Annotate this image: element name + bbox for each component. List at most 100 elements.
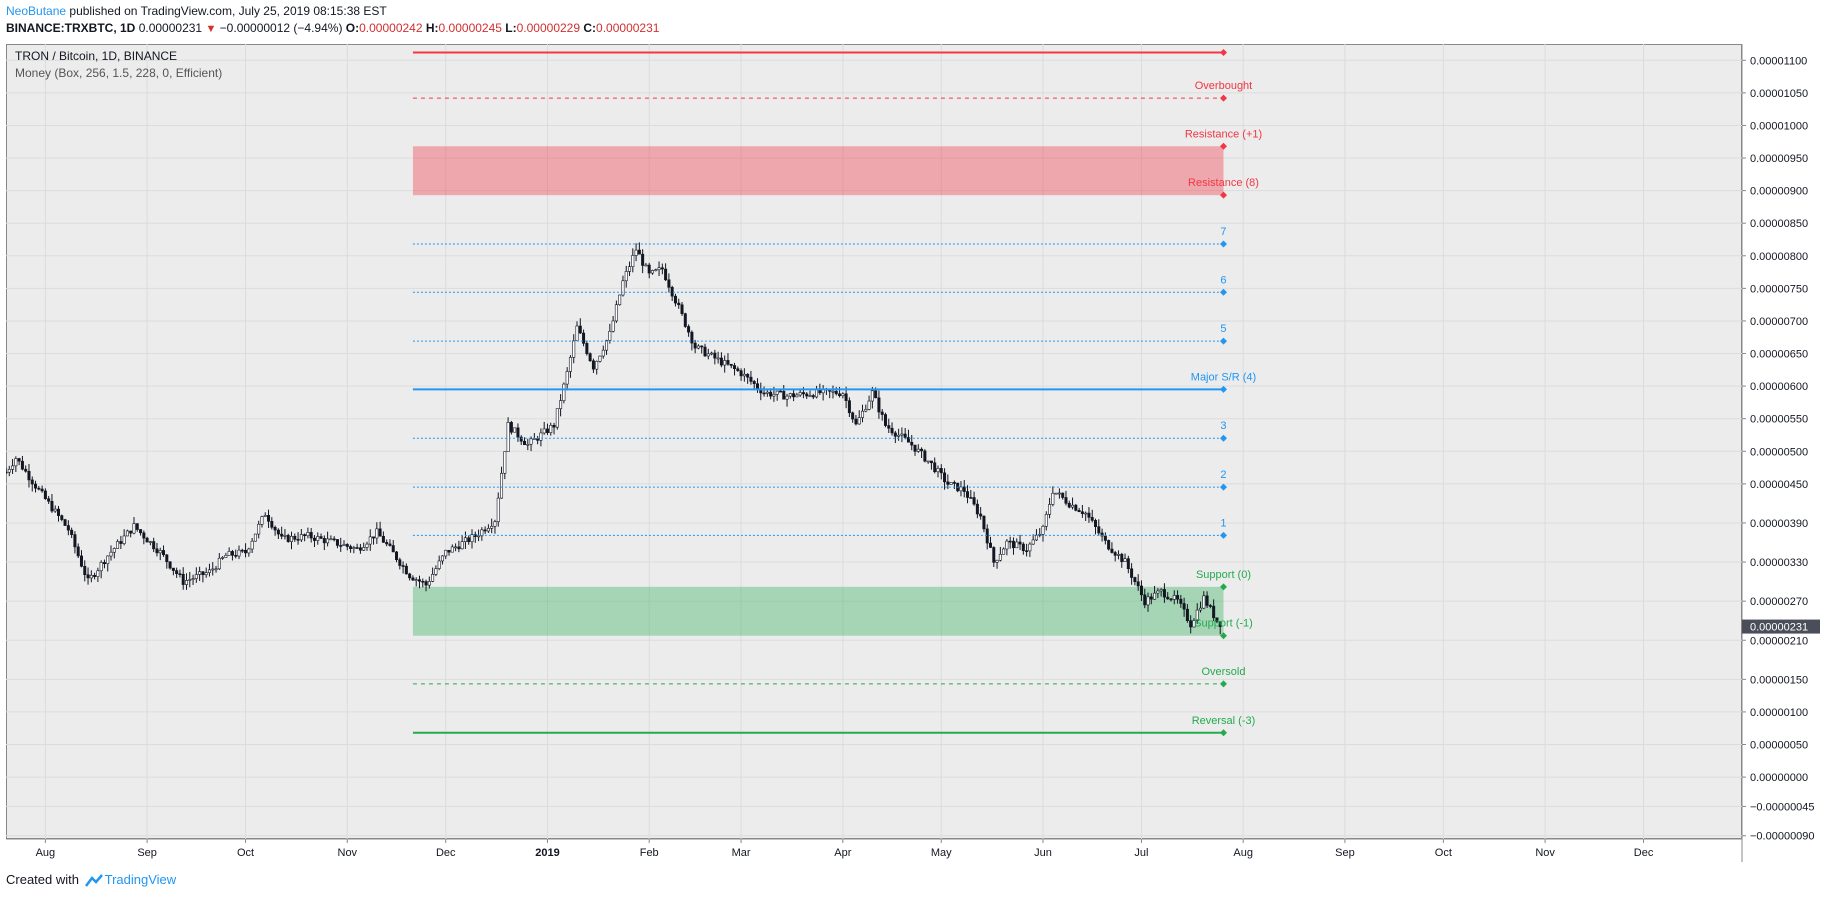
time-tick-label: Dec: [436, 847, 456, 859]
candle-body: [463, 537, 467, 542]
candle-body: [1094, 520, 1098, 527]
author-link[interactable]: NeoButane: [6, 4, 67, 18]
level-anchor-icon[interactable]: [1219, 632, 1227, 640]
candle-body: [536, 438, 540, 441]
candle-body: [355, 547, 359, 549]
candle-body: [667, 279, 671, 288]
candle-body: [89, 575, 93, 579]
candle-body: [1031, 539, 1035, 545]
level-anchor-icon[interactable]: [1219, 483, 1227, 491]
price-tick-label: −0.00000090: [1750, 831, 1815, 843]
time-tick-label: Jul: [1134, 847, 1148, 859]
tradingview-link[interactable]: TradingView: [104, 872, 177, 887]
price-tick-label: 0.00000550: [1750, 414, 1808, 426]
candle-body: [106, 555, 110, 565]
candle-body: [696, 345, 700, 349]
candle-body: [221, 557, 225, 559]
time-tick-label: Sep: [137, 847, 157, 859]
candle-body: [395, 551, 399, 561]
plot-area[interactable]: [6, 44, 1742, 839]
close-label: C:: [583, 21, 597, 35]
candle-body: [1166, 596, 1170, 600]
price-tick-label: 0.00000150: [1750, 674, 1808, 686]
level-anchor-icon[interactable]: [1219, 531, 1227, 539]
level-anchor-icon[interactable]: [1219, 288, 1227, 296]
level-label: Support (-1): [1194, 618, 1253, 630]
level-label: 6: [1220, 274, 1226, 286]
candle-body: [962, 486, 966, 492]
candle-body: [585, 343, 589, 354]
candle-body: [1051, 492, 1055, 505]
candle-body: [125, 530, 129, 537]
price-tick-label: 0.00000050: [1750, 740, 1808, 752]
candle-body: [224, 555, 228, 558]
candle-body: [1189, 620, 1193, 628]
candle-body: [63, 519, 67, 526]
candle-body: [440, 555, 444, 562]
candle-body: [601, 349, 605, 357]
ohlc-header: BINANCE:TRXBTC, 1D 0.00000231 ▼ −0.00000…: [6, 21, 659, 35]
price-chart[interactable]: Overbought Resistance (+1) Resistance (8) 7…: [6, 44, 1822, 862]
candle-body: [838, 393, 842, 397]
candle-body: [66, 525, 70, 531]
time-tick-label: May: [931, 847, 952, 859]
price-tick-label: 0.00000210: [1750, 635, 1808, 647]
candle-body: [614, 304, 618, 322]
candle-body: [14, 458, 18, 467]
level-anchor-icon[interactable]: [1219, 680, 1227, 688]
price-tick-label: 0.00000270: [1750, 596, 1808, 608]
candle-body: [372, 536, 376, 539]
level-anchor-icon[interactable]: [1219, 583, 1227, 591]
candle-body: [73, 534, 77, 548]
candle-body: [831, 390, 835, 393]
candle-body: [595, 360, 599, 370]
candle-body: [306, 532, 310, 537]
level-anchor-icon[interactable]: [1219, 142, 1227, 150]
candle-body: [329, 538, 333, 541]
candle-body: [762, 392, 766, 395]
price-tick-label: 0.00000800: [1750, 251, 1808, 263]
candle-body: [529, 438, 533, 445]
candle-body: [1011, 540, 1015, 549]
candle-body: [1103, 535, 1107, 541]
candle-body: [834, 390, 838, 395]
candle-body: [634, 249, 638, 256]
time-tick-label: 2019: [535, 847, 559, 859]
level-anchor-icon[interactable]: [1219, 385, 1227, 393]
level-anchor-icon[interactable]: [1219, 240, 1227, 248]
price-tick-label: 0.00000450: [1750, 479, 1808, 491]
candle-body: [988, 542, 992, 548]
time-axis[interactable]: Aug Sep Oct Nov Dec 2019 Feb Mar Apr May Jun Jul Aug…: [36, 839, 1654, 859]
candle-body: [1208, 605, 1212, 607]
candle-body: [368, 536, 372, 545]
level-anchor-icon[interactable]: [1219, 434, 1227, 442]
candle-body: [568, 357, 572, 372]
candle-body: [43, 490, 47, 499]
candle-body: [1054, 492, 1058, 495]
candle-body: [519, 436, 523, 442]
level-anchor-icon[interactable]: [1219, 337, 1227, 345]
candle-body: [1038, 533, 1042, 536]
level-anchor-icon[interactable]: [1219, 729, 1227, 737]
candle-body: [240, 549, 244, 552]
candle-body: [805, 393, 809, 397]
price-tick-label: 0.00001050: [1750, 88, 1808, 100]
price-tick-label: 0.00000600: [1750, 381, 1808, 393]
level-anchor-icon[interactable]: [1219, 94, 1227, 102]
level-anchor-icon[interactable]: [1219, 191, 1227, 199]
candle-body: [729, 363, 733, 366]
candle-body: [591, 360, 595, 370]
candle-body: [401, 565, 405, 567]
candle-body: [86, 574, 90, 579]
candle-body: [664, 268, 668, 281]
candle-body: [1100, 532, 1104, 537]
candle-body: [920, 448, 924, 452]
price-axis[interactable]: 0.00001100 0.00001050 0.00001000 0.00000950…: [1742, 55, 1820, 843]
level-label: 7: [1220, 226, 1226, 238]
level-label: Oversold: [1201, 666, 1245, 678]
candle-body: [244, 549, 248, 554]
candle-body: [598, 355, 602, 362]
level-anchor-icon[interactable]: [1219, 48, 1227, 56]
candle-body: [477, 535, 481, 538]
change-value: −0.00000012 (−4.94%): [219, 21, 343, 35]
